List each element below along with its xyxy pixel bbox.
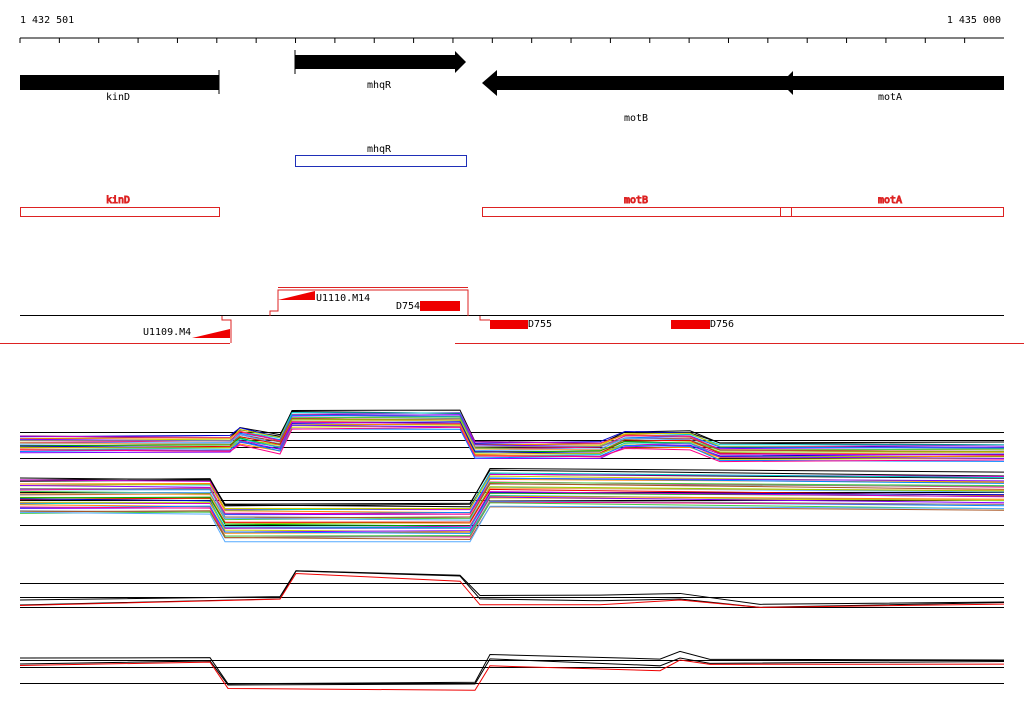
expression-line: [19, 650, 1005, 685]
expression-line: [19, 572, 1005, 608]
transcripts: mhqR: [295, 144, 467, 167]
expression-line: [19, 478, 1005, 514]
ruler-end: 1 435 000: [947, 15, 1001, 26]
feature-box: [490, 320, 528, 329]
transcript-box: [295, 155, 467, 167]
expression-line: [19, 657, 1005, 686]
ruler: 1 432 501 1 435 000: [19, 15, 1004, 43]
expression-line: [19, 412, 1005, 448]
cds-box: [482, 207, 781, 217]
gene-label: kinD: [106, 92, 130, 103]
genes: kinD mhqR motB motA: [20, 50, 1004, 124]
feature-box: [671, 320, 710, 329]
features: U1110.M14 D754 U1109.M4 D755 D756: [0, 287, 1024, 344]
expression-line: [19, 467, 1005, 507]
expression-line: [19, 469, 1005, 505]
feature-box: [420, 301, 460, 311]
transcript-label: mhqR: [367, 144, 392, 155]
ruler-start: 1 432 501: [20, 15, 74, 26]
cds-label: motB: [624, 195, 648, 206]
feature-triangle: [192, 329, 230, 338]
gene-label: mhqR: [367, 80, 392, 91]
cds-label: kinD: [106, 195, 130, 206]
cds-box: [20, 207, 220, 217]
expression-tracks: [19, 409, 1005, 691]
feature-label: U1110.M14: [316, 293, 370, 304]
cds-box: [791, 207, 1004, 217]
feature-label: D755: [528, 319, 552, 330]
ruler-ticks: [19, 38, 966, 43]
expression-line: [19, 502, 1005, 537]
feature-label: D756: [710, 319, 734, 330]
expression-line: [19, 488, 1005, 523]
gene-label: motB: [624, 113, 648, 124]
cds-box: [780, 207, 792, 217]
expression-line: [19, 428, 1005, 462]
expression-line: [19, 426, 1005, 463]
feature-triangle: [278, 291, 315, 300]
gene-arrow: [295, 51, 466, 73]
feature-outline: [269, 289, 469, 316]
expression-line: [19, 570, 1005, 605]
gene-arrow: [482, 70, 790, 96]
expression-line: [19, 475, 1005, 509]
gene-arrow: [781, 71, 1004, 95]
feature-outline: [221, 316, 232, 343]
feature-label: U1109.M4: [143, 327, 191, 338]
expression-line: [19, 500, 1005, 534]
gene-arrow: [20, 75, 219, 90]
expression-line: [19, 492, 1005, 527]
cds: kinD motB motA: [20, 195, 1004, 217]
gene-label: motA: [878, 92, 902, 103]
expression-line: [19, 659, 1005, 691]
cds-label: motA: [878, 195, 902, 206]
feature-label: D754: [396, 301, 420, 312]
expression-line: [19, 505, 1005, 543]
expression-line: [19, 506, 1005, 540]
feature-outline: [479, 316, 490, 321]
